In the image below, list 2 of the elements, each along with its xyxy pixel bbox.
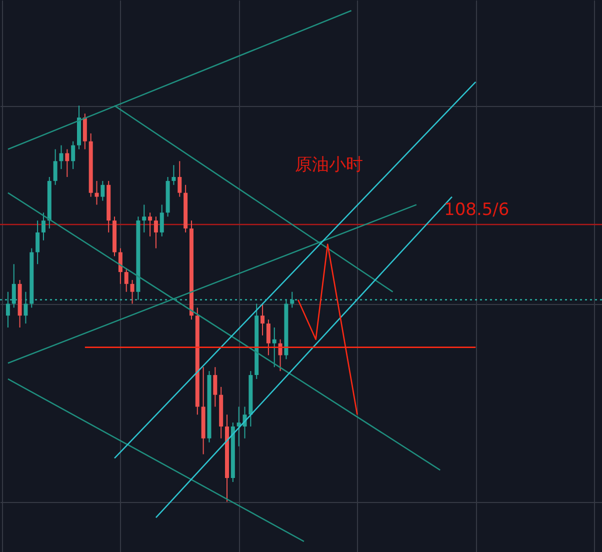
annotation: 原油小时 [295,155,363,175]
annotation: 108.5/6 [444,200,510,220]
